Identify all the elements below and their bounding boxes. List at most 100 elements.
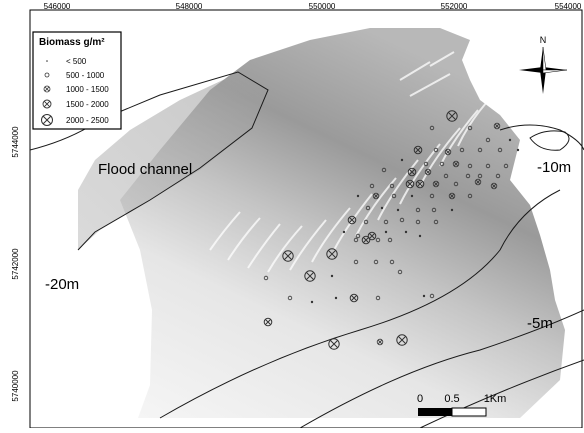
biomass-sample-marker — [365, 205, 371, 211]
flood-channel-label: Flood channel — [98, 161, 192, 178]
legend-symbol-dot — [46, 60, 48, 62]
biomass-sample-marker — [495, 173, 501, 179]
biomass-sample-marker — [432, 180, 440, 188]
biomass-sample-marker — [380, 206, 384, 210]
depth-label-5m: -5m — [527, 315, 553, 332]
biomass-sample-marker — [263, 317, 273, 327]
legend-item-label: 2000 - 2500 — [66, 116, 109, 125]
biomass-sample-marker — [444, 148, 452, 156]
top-tick-label: 554000 — [555, 2, 582, 11]
biomass-sample-marker — [453, 181, 459, 187]
biomass-sample-marker — [391, 193, 397, 199]
legend-item: < 500 — [46, 57, 87, 66]
depth-label-10m: -10m — [537, 159, 571, 176]
biomass-sample-marker — [397, 269, 403, 275]
biomass-sample-marker — [423, 161, 429, 167]
contour-5m-south — [299, 309, 584, 429]
left-tick-label: 5740000 — [11, 370, 20, 402]
biomass-sample-marker — [465, 173, 471, 179]
biomass-sample-marker — [493, 122, 501, 130]
biomass-sample-marker — [452, 160, 460, 168]
biomass-sample-marker — [490, 182, 498, 190]
legend-item-label: < 500 — [66, 57, 87, 66]
legend-symbol-xlarge — [41, 114, 53, 126]
depth-label-20m: -20m — [45, 276, 79, 293]
biomass-sample-marker — [263, 275, 269, 281]
biomass-sample-marker — [396, 208, 400, 212]
top-tick-label: 552000 — [441, 2, 468, 11]
legend-item: 500 - 1000 — [44, 71, 105, 80]
biomass-sample-marker — [384, 230, 388, 234]
legend-item: 2000 - 2500 — [41, 114, 109, 126]
biomass-sample-marker — [467, 125, 473, 131]
biomass-sample-marker — [424, 168, 432, 176]
biomass-sample-marker — [413, 145, 423, 155]
biomass-sample-marker — [342, 230, 346, 234]
top-axis: 546000 548000 550000 552000 554000 — [44, 2, 582, 11]
legend-item-label: 1500 - 2000 — [66, 100, 109, 109]
flood-channel-outline — [77, 71, 269, 251]
biomass-sample-marker — [433, 219, 439, 225]
biomass-sample-marker — [375, 295, 381, 301]
biomass-sample-marker — [363, 219, 369, 225]
biomass-sample-marker — [376, 338, 384, 346]
biomass-sample-marker — [467, 163, 473, 169]
biomass-sample-marker — [347, 215, 357, 225]
biomass-sample-marker — [415, 179, 425, 189]
biomass-sample-marker — [334, 296, 338, 300]
biomass-sample-marker — [429, 193, 435, 199]
biomass-sample-marker — [431, 207, 437, 213]
biomass-sample-marker — [439, 161, 445, 167]
biomass-sample-marker — [399, 217, 405, 223]
biomass-sample-marker — [516, 148, 520, 152]
biomass-sample-marker — [349, 293, 359, 303]
contour-10m-east — [499, 124, 584, 151]
biomass-sample-marker — [361, 235, 371, 245]
biomass-sample-marker — [446, 110, 458, 122]
biomass-sample-marker — [355, 233, 361, 239]
biomass-sample-marker — [418, 234, 422, 238]
biomass-sample-marker — [287, 295, 293, 301]
legend-item-label: 1000 - 1500 — [66, 85, 109, 94]
biomass-sample-marker — [353, 259, 359, 265]
biomass-sample-marker — [326, 248, 338, 260]
legend-symbol-small — [44, 72, 50, 78]
biomass-sample-marker — [415, 207, 421, 213]
legend-item-label: 500 - 1000 — [66, 71, 105, 80]
biomass-sample-marker — [433, 147, 439, 153]
biomass-sample-marker — [330, 274, 334, 278]
legend-symbol-medium — [43, 85, 51, 93]
contour-5m — [159, 189, 561, 419]
biomass-sample-marker — [375, 237, 381, 243]
island-outline — [529, 130, 570, 151]
biomass-sample-marker — [503, 163, 509, 169]
left-tick-label: 5742000 — [11, 248, 20, 280]
top-tick-label: 548000 — [176, 2, 203, 11]
scale-segment-black — [418, 408, 452, 416]
legend-item: 1000 - 1500 — [43, 85, 109, 94]
legend-title: Biomass g/m² — [39, 37, 105, 48]
biomass-sample-marker — [485, 137, 491, 143]
legend-symbol-large — [42, 99, 52, 109]
scale-bar: 0 0.5 1Km — [417, 393, 506, 417]
biomass-sample-marker — [400, 158, 404, 162]
biomass-sample-marker — [415, 219, 421, 225]
biomass-sample-marker — [373, 259, 379, 265]
biomass-sample-marker — [304, 270, 316, 282]
biomass-sample-marker — [477, 173, 483, 179]
biomass-sample-marker — [422, 294, 426, 298]
north-label: N — [540, 35, 547, 45]
biomass-sample-marker — [310, 300, 314, 304]
biomass-symbols — [263, 110, 520, 350]
legend: Biomass g/m² < 500 500 - 1000 1000 - 150… — [32, 31, 122, 130]
contour-lower — [419, 359, 584, 429]
biomass-sample-marker — [369, 183, 375, 189]
biomass-sample-marker — [467, 193, 473, 199]
biomass-sample-marker — [405, 179, 415, 189]
biomass-sample-marker — [450, 208, 454, 212]
scale-label: 0.5 — [444, 393, 459, 405]
sand-waves — [209, 51, 495, 273]
biomass-sample-marker — [353, 237, 359, 243]
